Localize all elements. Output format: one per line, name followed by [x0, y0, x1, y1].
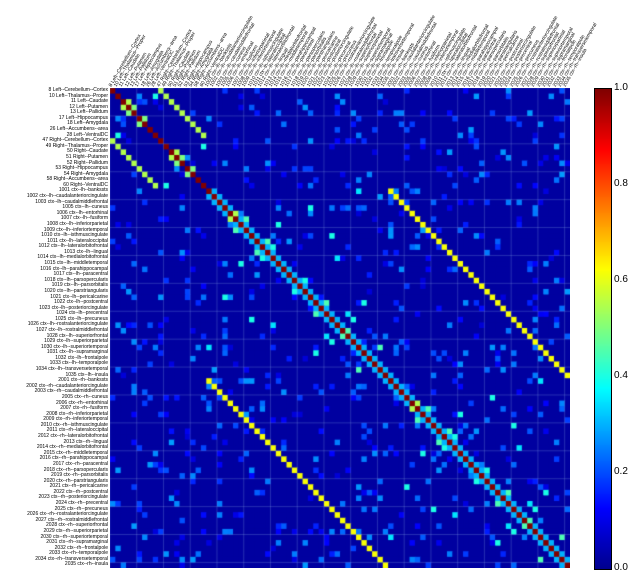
colorbar-tick: 1.0 [614, 83, 628, 93]
colorbar-tick: 0.6 [614, 275, 628, 285]
colorbar-tick: 0.4 [614, 371, 628, 381]
colorbar-ticks: 0.00.20.40.60.81.0 [614, 88, 640, 568]
colorbar-tick: 0.2 [614, 467, 628, 477]
heatmap-canvas [110, 88, 570, 568]
colorbar-tick: 0.8 [614, 179, 628, 189]
colorbar-tick: 0.0 [614, 563, 628, 573]
y-label: 2035 ctx--rh--insula [0, 562, 108, 567]
colorbar [594, 88, 612, 570]
connectivity-heatmap-figure: { "type": "heatmap", "dimensions": {"wid… [0, 0, 640, 580]
colorbar-canvas [595, 89, 611, 569]
x-axis-labels: 8 Left--Cerebellum--Cortex10 Left--Thala… [110, 0, 570, 88]
heatmap-grid [110, 88, 570, 568]
y-axis-labels: 8 Left--Cerebellum--Cortex10 Left--Thala… [0, 88, 110, 568]
